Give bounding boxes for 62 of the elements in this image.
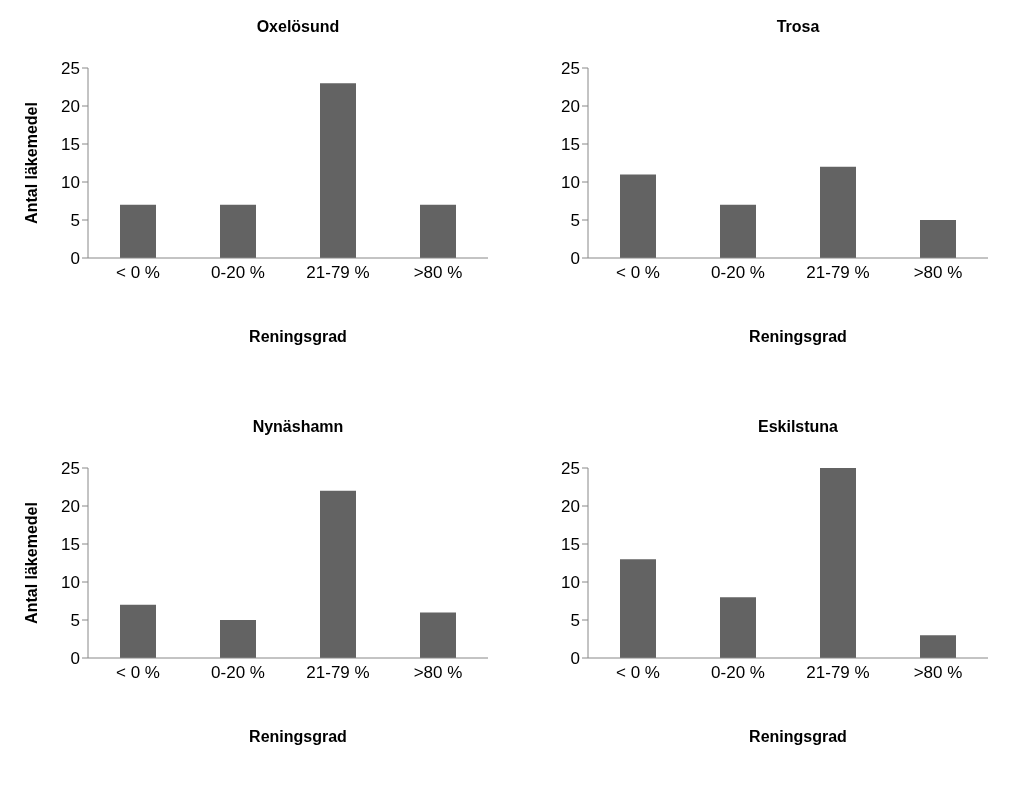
x-tick-label: 0-20 % — [211, 263, 265, 283]
x-tick-label: < 0 % — [616, 663, 660, 683]
y-tick-label: 0 — [70, 649, 80, 669]
x-axis-title: Reningsgrad — [748, 328, 848, 346]
y-tick-label: 0 — [570, 249, 580, 269]
y-axis-title: Antal läkemedel — [23, 102, 41, 224]
x-tick-label: < 0 % — [116, 663, 160, 683]
bar — [320, 490, 356, 658]
y-tick-label: 5 — [70, 211, 80, 231]
bar — [620, 174, 656, 258]
y-tick-label: 15 — [61, 535, 80, 555]
bar — [420, 612, 456, 658]
x-tick-label: 21-79 % — [806, 263, 870, 283]
bar — [720, 597, 756, 658]
chart-title: Trosa — [775, 18, 821, 36]
x-tick-label: 21-79 % — [306, 263, 370, 283]
y-tick-label: 5 — [570, 611, 580, 631]
x-tick-label: >80 % — [413, 663, 463, 683]
y-tick-label: 15 — [561, 535, 580, 555]
y-tick-label: 20 — [61, 497, 80, 517]
y-tick-label: 20 — [561, 97, 580, 117]
x-tick-label: 0-20 % — [211, 663, 265, 683]
y-tick-label: 5 — [70, 611, 80, 631]
y-tick-label: 5 — [570, 211, 580, 231]
x-axis-title: Reningsgrad — [748, 728, 848, 746]
chart-title: Oxelösund — [255, 18, 341, 36]
bar — [820, 468, 856, 658]
y-tick-label: 15 — [561, 135, 580, 155]
x-tick-label: 21-79 % — [806, 663, 870, 683]
bar — [920, 635, 956, 658]
y-tick-label: 25 — [561, 59, 580, 79]
x-tick-label: < 0 % — [116, 263, 160, 283]
y-tick-label: 15 — [61, 135, 80, 155]
x-tick-label: >80 % — [913, 263, 963, 283]
x-axis-title: Reningsgrad — [248, 328, 348, 346]
y-tick-label: 25 — [561, 459, 580, 479]
y-tick-label: 10 — [61, 573, 80, 593]
y-axis-title: Antal läkemedel — [23, 502, 41, 624]
x-tick-label: 0-20 % — [711, 663, 765, 683]
bar — [120, 604, 156, 658]
y-tick-label: 20 — [561, 497, 580, 517]
x-tick-label: 0-20 % — [711, 263, 765, 283]
chart-title: Eskilstuna — [757, 418, 839, 436]
bar — [920, 220, 956, 258]
y-tick-label: 0 — [570, 649, 580, 669]
bar — [820, 166, 856, 258]
chart-title: Nynäshamn — [251, 418, 345, 436]
y-tick-label: 20 — [61, 97, 80, 117]
y-tick-label: 10 — [61, 173, 80, 193]
bar — [220, 620, 256, 658]
bar — [720, 204, 756, 258]
bar — [620, 559, 656, 658]
y-tick-label: 10 — [561, 573, 580, 593]
x-tick-label: < 0 % — [616, 263, 660, 283]
x-tick-label: >80 % — [913, 663, 963, 683]
x-tick-label: >80 % — [413, 263, 463, 283]
y-tick-label: 0 — [70, 249, 80, 269]
x-tick-label: 21-79 % — [306, 663, 370, 683]
y-tick-label: 25 — [61, 459, 80, 479]
y-tick-label: 10 — [561, 173, 580, 193]
x-axis-title: Reningsgrad — [248, 728, 348, 746]
y-tick-label: 25 — [61, 59, 80, 79]
